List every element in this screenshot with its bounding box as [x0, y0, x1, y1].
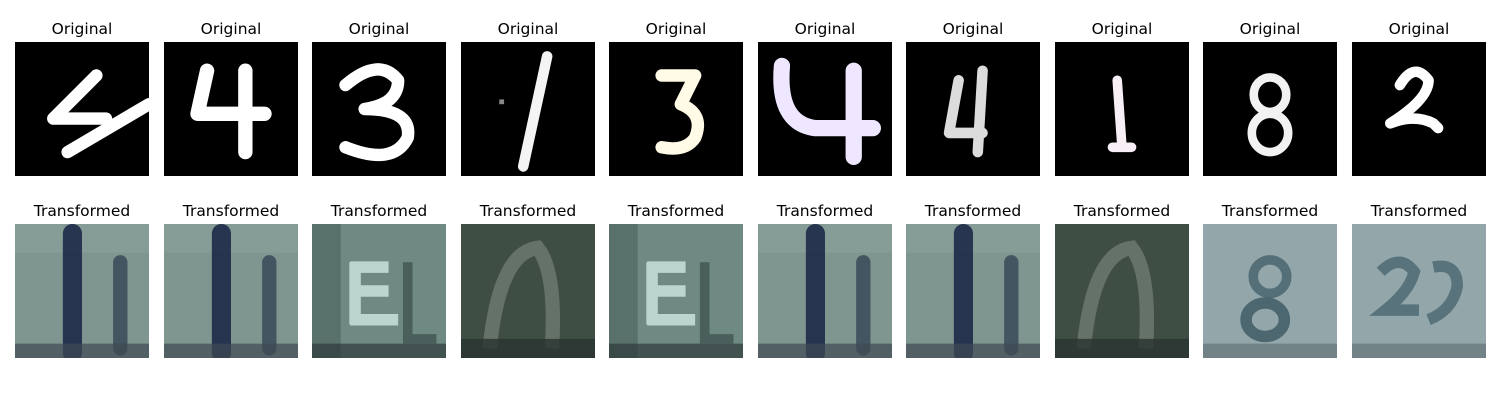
original-digit-image — [461, 42, 595, 176]
panel-title: Original — [1239, 20, 1301, 38]
transformed-image — [1203, 224, 1337, 358]
original-digit-image — [609, 42, 743, 176]
transformed-image — [906, 224, 1040, 358]
panel-title: Original — [1388, 20, 1450, 38]
transformed-image — [164, 224, 298, 358]
original-digit-image — [1055, 42, 1189, 176]
image-grid: Original Original Original Original — [15, 0, 1487, 400]
original-digit-image — [15, 42, 149, 176]
panel-title: Transformed — [1370, 202, 1468, 220]
transformed-image — [1055, 224, 1189, 358]
original-digit-image — [758, 42, 892, 176]
panel-title: Original — [1091, 20, 1153, 38]
panel-title: Original — [497, 20, 559, 38]
panel-title: Original — [200, 20, 262, 38]
panel-title: Transformed — [1221, 202, 1319, 220]
transformed-image — [758, 224, 892, 358]
original-digit-image — [1203, 42, 1337, 176]
transformed-image — [609, 224, 743, 358]
panel-title: Transformed — [776, 202, 874, 220]
panel-title: Transformed — [330, 202, 428, 220]
panel-title: Transformed — [479, 202, 577, 220]
original-digit-image — [164, 42, 298, 176]
panel-title: Transformed — [1073, 202, 1171, 220]
panel-title: Transformed — [182, 202, 280, 220]
panel-title: Transformed — [33, 202, 131, 220]
transformed-image — [15, 224, 149, 358]
transformed-image — [312, 224, 446, 358]
transformed-image — [1352, 224, 1486, 358]
panel-title: Original — [942, 20, 1004, 38]
panel-title: Original — [794, 20, 856, 38]
original-digit-image — [906, 42, 1040, 176]
original-digit-image — [312, 42, 446, 176]
panel-title: Original — [645, 20, 707, 38]
transformed-image — [461, 224, 595, 358]
panel-title: Transformed — [627, 202, 725, 220]
panel-title: Original — [51, 20, 113, 38]
original-digit-image — [1352, 42, 1486, 176]
panel-title: Original — [348, 20, 410, 38]
panel-title: Transformed — [924, 202, 1022, 220]
